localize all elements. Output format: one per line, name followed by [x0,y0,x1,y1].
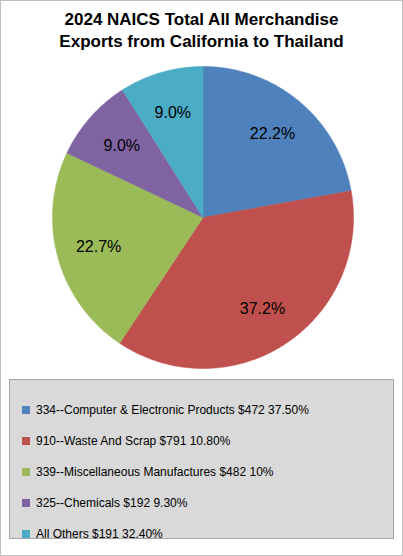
svg-text:9.0%: 9.0% [155,104,191,121]
svg-text:22.7%: 22.7% [76,238,121,255]
svg-text:22.2%: 22.2% [250,125,295,142]
html-text:All Others $191 32.40%: All Others $191 32.40% [36,526,163,541]
svg-text:9.0%: 9.0% [104,137,140,154]
html-text:2024 NAICS Total All Merchandi: 2024 NAICS Total All Merchandise Exports… [59,10,344,51]
html-text:339--Miscellaneous Manufacture: 339--Miscellaneous Manufactures $482 10% [36,464,274,479]
html-text:325--Chemicals $192 9.30%: 325--Chemicals $192 9.30% [36,495,188,510]
html-text:334--Computer & Electronic Pro: 334--Computer & Electronic Products $472… [36,402,309,417]
html-text:910--Waste And Scrap $791 10.8: 910--Waste And Scrap $791 10.80% [36,433,231,448]
svg-text:37.2%: 37.2% [240,300,285,317]
